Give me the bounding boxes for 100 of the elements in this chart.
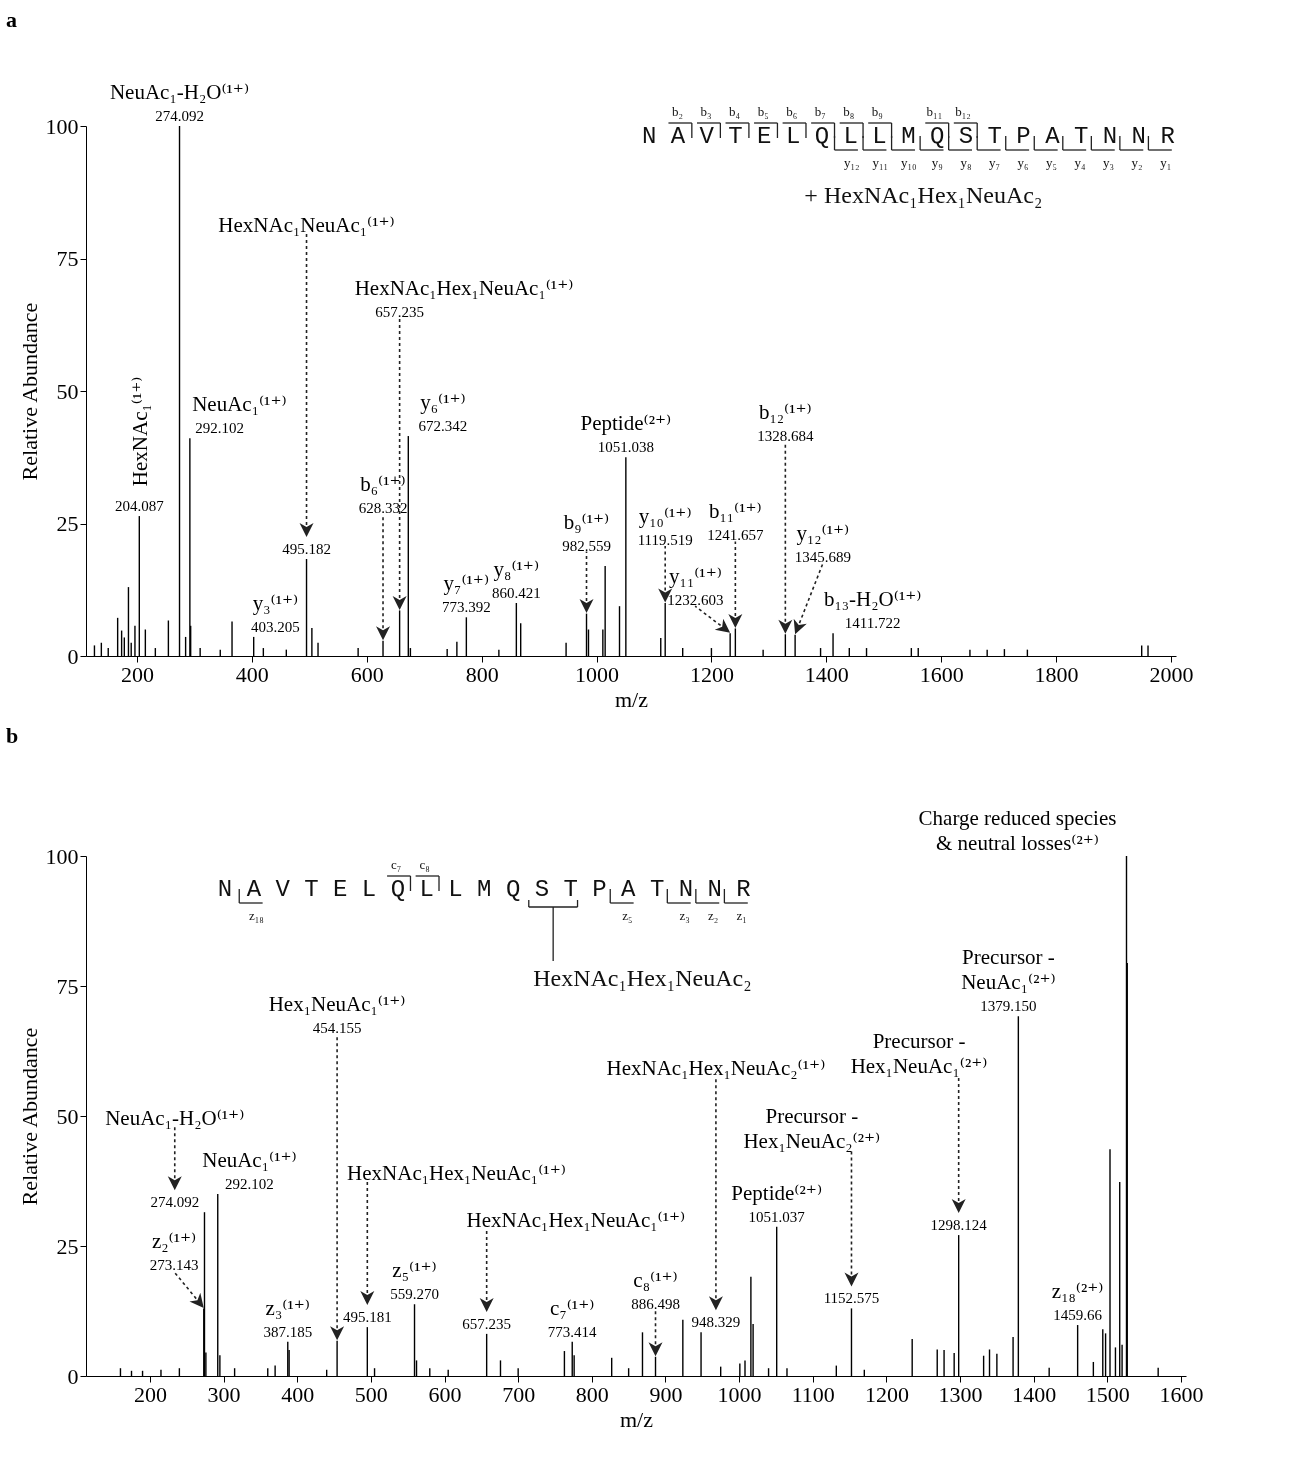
annotation: 387.185 (263, 1323, 313, 1340)
annotation: NeuAc₁⁽¹⁺⁾ (202, 1148, 297, 1172)
x-tick-label: 300 (207, 1381, 241, 1407)
x-tick-label: 1400 (1012, 1381, 1057, 1407)
annotation: HexNAc₁Hex₁NeuAc₂ (533, 965, 752, 991)
annotation: y₇ (988, 155, 1000, 170)
annotation: y₃⁽¹⁺⁾ (252, 590, 299, 615)
annotation: 274.092 (155, 108, 204, 124)
y-tick-label: 25 (56, 1233, 79, 1259)
x-tick-label: 600 (350, 661, 384, 687)
annotation: y₁₂⁽¹⁺⁾ (796, 520, 850, 545)
text: b₁₂ (955, 104, 971, 119)
x-tick-label: 1600 (919, 661, 964, 687)
annotation: y₈⁽¹⁺⁾ (493, 557, 540, 581)
x-tick-label: 200 (133, 1381, 167, 1407)
y-tick-label: 75 (56, 973, 79, 999)
annotation: c₈⁽¹⁺⁾ (633, 1267, 678, 1292)
annotation: NeuAc₁⁽¹⁺⁾ (192, 392, 287, 417)
annotation: 1051.038 (597, 439, 654, 456)
annotation: c₇ (391, 857, 402, 872)
annotation: 1241.657 (707, 527, 764, 544)
annotation: y₁₀ (901, 155, 917, 170)
annotation: 773.392 (441, 599, 491, 616)
annotation: y₅ (1045, 155, 1058, 170)
text: b₇ (814, 104, 826, 119)
x-tick-label: 700 (502, 1381, 536, 1407)
text: b₂ (672, 104, 684, 119)
annotation: z₃ (679, 908, 690, 923)
annotation: Peptide⁽²⁺⁾ (731, 1180, 823, 1205)
annotation: HexNAc₁⁽¹⁺⁾ (128, 376, 153, 487)
annotation: c₇⁽¹⁺⁾ (550, 1295, 595, 1320)
text: b₈ (843, 104, 855, 119)
y-tick-label: 75 (56, 246, 79, 271)
chart-title: b (6, 723, 19, 748)
annotation: 274.092 (150, 1194, 200, 1211)
annotation: b₁₂⁽¹⁺⁾ (758, 400, 812, 425)
annotation: 292.102 (195, 420, 244, 437)
x-tick-label: 400 (281, 1381, 315, 1407)
y-tick-label: 100 (45, 843, 79, 869)
annotation: 1379.150 (980, 998, 1037, 1015)
y-axis-title: Relative Abundance (16, 302, 42, 481)
annotation: 559.270 (390, 1286, 439, 1303)
y-tick-label: 0 (67, 1363, 79, 1389)
annotation: y₁₁ (872, 155, 889, 170)
annotation: y₁ (1160, 155, 1172, 170)
x-tick-label: 1100 (791, 1381, 835, 1407)
annotation: 860.421 (491, 585, 541, 601)
annotation: HexNAc₁Hex₁NeuAc₁⁽¹⁺⁾ (347, 1161, 566, 1186)
text: b₆ (786, 104, 798, 119)
annotation: 657.235 (375, 304, 424, 321)
annotation: 1232.603 (667, 592, 724, 609)
annotation: 1298.124 (930, 1217, 988, 1234)
annotation: z₁₈ (249, 908, 264, 923)
annotation: Charge reduced species & neutral losses⁽²⁺⁾ (918, 806, 1117, 855)
annotation: HexNAc₁Hex₁NeuAc₂⁽¹⁺⁾ (606, 1056, 826, 1081)
y-tick-label: 0 (67, 643, 79, 669)
x-tick-label: 1000 (717, 1381, 762, 1407)
annotation: z₁₈⁽²⁺⁾ (1051, 1279, 1104, 1304)
annotation: y₆⁽¹⁺⁾ (420, 390, 466, 415)
annotation: HexNAc₁Hex₁NeuAc₁⁽¹⁺⁾ (466, 1207, 686, 1232)
annotation: N A V T E L Q L L M Q S T P A T N N R (217, 876, 751, 903)
x-axis-title: m/z (620, 1406, 654, 1432)
text: b₁₁ (926, 104, 943, 119)
text: b₅ (757, 104, 769, 119)
x-tick-label: 2000 (1149, 661, 1194, 687)
annotation: b₁₁⁽¹⁺⁾ (708, 499, 762, 524)
y-tick-label: 25 (56, 511, 79, 536)
annotation: 1119.519 (637, 532, 693, 548)
annotation: y₃ (1103, 155, 1115, 170)
annotation: 403.205 (251, 618, 300, 635)
annotation: N A V T E L Q L L M Q S T P A T N N R (641, 123, 1175, 150)
chart-title: a (6, 7, 17, 32)
x-tick-label: 800 (575, 1381, 609, 1407)
annotation: 1411.722 (844, 615, 901, 632)
annotation: + HexNAc₁Hex₁NeuAc₂ (804, 182, 1043, 208)
x-tick-label: 1400 (804, 661, 849, 687)
annotation: z₅⁽¹⁺⁾ (392, 1258, 437, 1283)
x-tick-label: 1300 (938, 1381, 983, 1407)
annotation: 273.143 (149, 1257, 199, 1274)
annotation: HexNAc₁NeuAc₁⁽¹⁺⁾ (218, 213, 395, 238)
y-tick-label: 50 (56, 1103, 79, 1129)
annotation: 454.155 (312, 1019, 362, 1036)
annotation: b₆⁽¹⁺⁾ (360, 471, 406, 496)
annotation: y₉ (931, 155, 943, 170)
annotation: 773.414 (547, 1323, 598, 1340)
text: b₄ (729, 104, 741, 119)
annotation: c₈ (419, 857, 430, 872)
annotation: b₉⁽¹⁺⁾ (563, 509, 610, 534)
annotation: y₄ (1074, 155, 1087, 170)
annotation: z₃⁽¹⁺⁾ (265, 1295, 310, 1320)
annotation: 628.332 (358, 499, 408, 516)
text: b₃ (700, 104, 712, 119)
annotation: y₇⁽¹⁺⁾ (443, 571, 490, 596)
x-tick-label: 400 (235, 661, 269, 687)
annotation: z₂⁽¹⁺⁾ (151, 1229, 197, 1254)
annotation: Precursor - NeuAc₁⁽²⁺⁾ (961, 945, 1056, 995)
x-tick-label: 1000 (575, 661, 620, 687)
annotation: 948.329 (691, 1314, 741, 1331)
x-axis-title: m/z (615, 686, 649, 712)
y-tick-label: 100 (45, 113, 79, 139)
